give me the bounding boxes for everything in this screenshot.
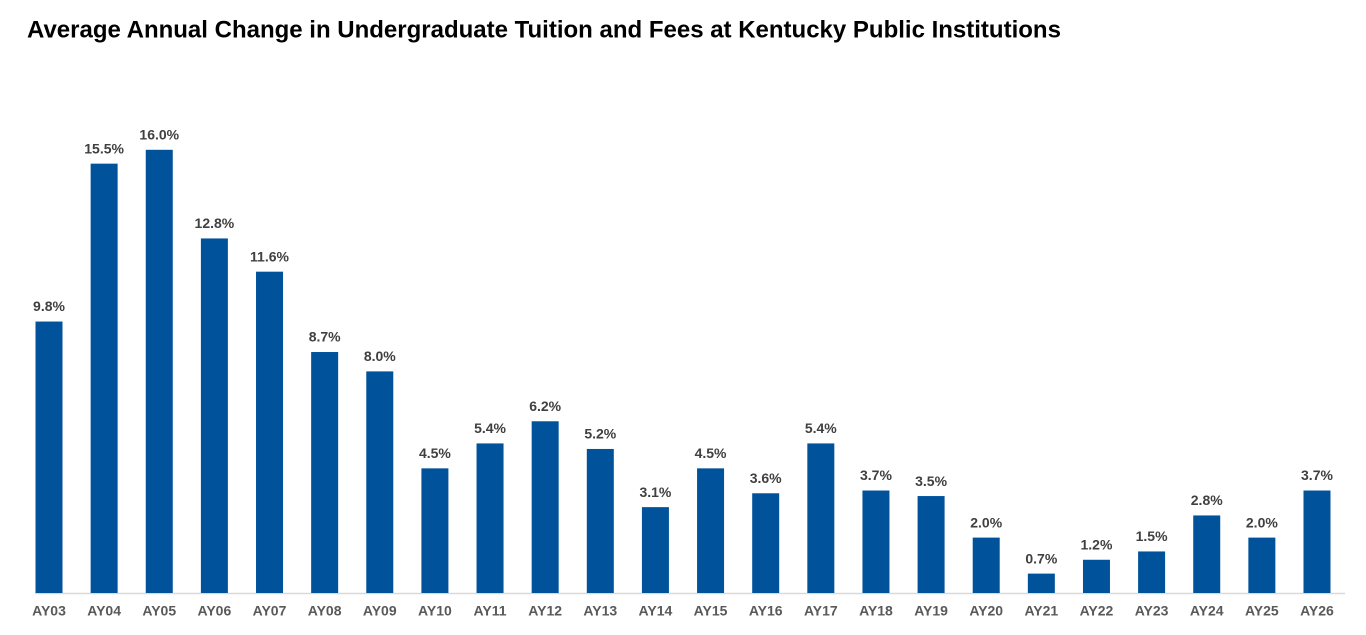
bar	[917, 496, 945, 593]
bar	[807, 443, 835, 593]
x-tick-label: AY07	[253, 603, 287, 619]
value-label: 4.5%	[695, 445, 727, 461]
value-label: 2.8%	[1191, 492, 1223, 508]
value-label: 5.2%	[584, 426, 616, 442]
value-label: 1.5%	[1136, 528, 1168, 544]
value-label: 8.7%	[309, 329, 341, 345]
value-label: 16.0%	[139, 127, 179, 143]
x-tick-label: AY18	[859, 603, 893, 619]
bar	[752, 493, 780, 593]
bar	[90, 163, 118, 593]
value-label: 9.8%	[33, 298, 65, 314]
bar	[476, 443, 504, 593]
value-label: 8.0%	[364, 348, 396, 364]
chart-title: Average Annual Change in Undergraduate T…	[27, 16, 1061, 43]
value-label: 6.2%	[529, 398, 561, 414]
value-label: 4.5%	[419, 445, 451, 461]
value-label: 1.2%	[1081, 536, 1113, 552]
x-tick-label: AY11	[474, 603, 507, 619]
x-tick-label: AY05	[142, 603, 176, 619]
value-label: 5.4%	[805, 420, 837, 436]
bar	[1193, 515, 1221, 593]
bar	[531, 421, 559, 593]
x-tick-label: AY22	[1080, 603, 1114, 619]
x-tick-label: AY15	[694, 603, 728, 619]
value-label: 3.7%	[860, 467, 892, 483]
x-tick-label: AY25	[1245, 603, 1279, 619]
bar	[1082, 559, 1110, 593]
value-label: 5.4%	[474, 420, 506, 436]
value-label: 3.5%	[915, 473, 947, 489]
x-tick-label: AY03	[32, 603, 66, 619]
x-tick-label: AY06	[198, 603, 232, 619]
value-label: 0.7%	[1025, 550, 1057, 566]
bar	[145, 149, 173, 594]
x-tick-label: AY26	[1300, 603, 1334, 619]
x-tick-label: AY17	[804, 603, 838, 619]
value-label: 3.1%	[639, 484, 671, 500]
value-label: 11.6%	[250, 248, 289, 264]
value-label: 15.5%	[84, 140, 124, 156]
value-label: 2.0%	[1246, 514, 1278, 530]
bar	[1303, 490, 1331, 593]
bar	[311, 352, 339, 593]
x-tick-label: AY13	[583, 603, 617, 619]
value-label: 12.8%	[195, 215, 235, 231]
bar	[256, 271, 284, 593]
x-tick-label: AY14	[639, 603, 673, 619]
bar	[641, 507, 669, 593]
x-tick-label: AY09	[363, 603, 397, 619]
x-tick-label: AY10	[418, 603, 452, 619]
bar	[1138, 551, 1166, 593]
value-label: 2.0%	[970, 514, 1002, 530]
bar	[366, 371, 394, 593]
value-label: 3.7%	[1301, 467, 1333, 483]
bar	[200, 238, 228, 593]
bar	[697, 468, 725, 593]
x-tick-label: AY24	[1190, 603, 1224, 619]
bar	[1248, 537, 1276, 593]
x-tick-label: AY21	[1024, 603, 1058, 619]
bar	[862, 490, 890, 593]
bar	[1027, 573, 1055, 593]
x-tick-label: AY20	[969, 603, 1003, 619]
x-tick-label: AY04	[87, 603, 121, 619]
bar	[421, 468, 449, 593]
x-tick-label: AY16	[749, 603, 783, 619]
bar	[35, 321, 63, 593]
bar	[972, 537, 1000, 593]
x-tick-label: AY19	[914, 603, 948, 619]
x-tick-label: AY08	[308, 603, 342, 619]
x-tick-label: AY12	[528, 603, 562, 619]
bar	[586, 448, 614, 593]
x-tick-label: AY23	[1135, 603, 1169, 619]
value-label: 3.6%	[750, 470, 782, 486]
